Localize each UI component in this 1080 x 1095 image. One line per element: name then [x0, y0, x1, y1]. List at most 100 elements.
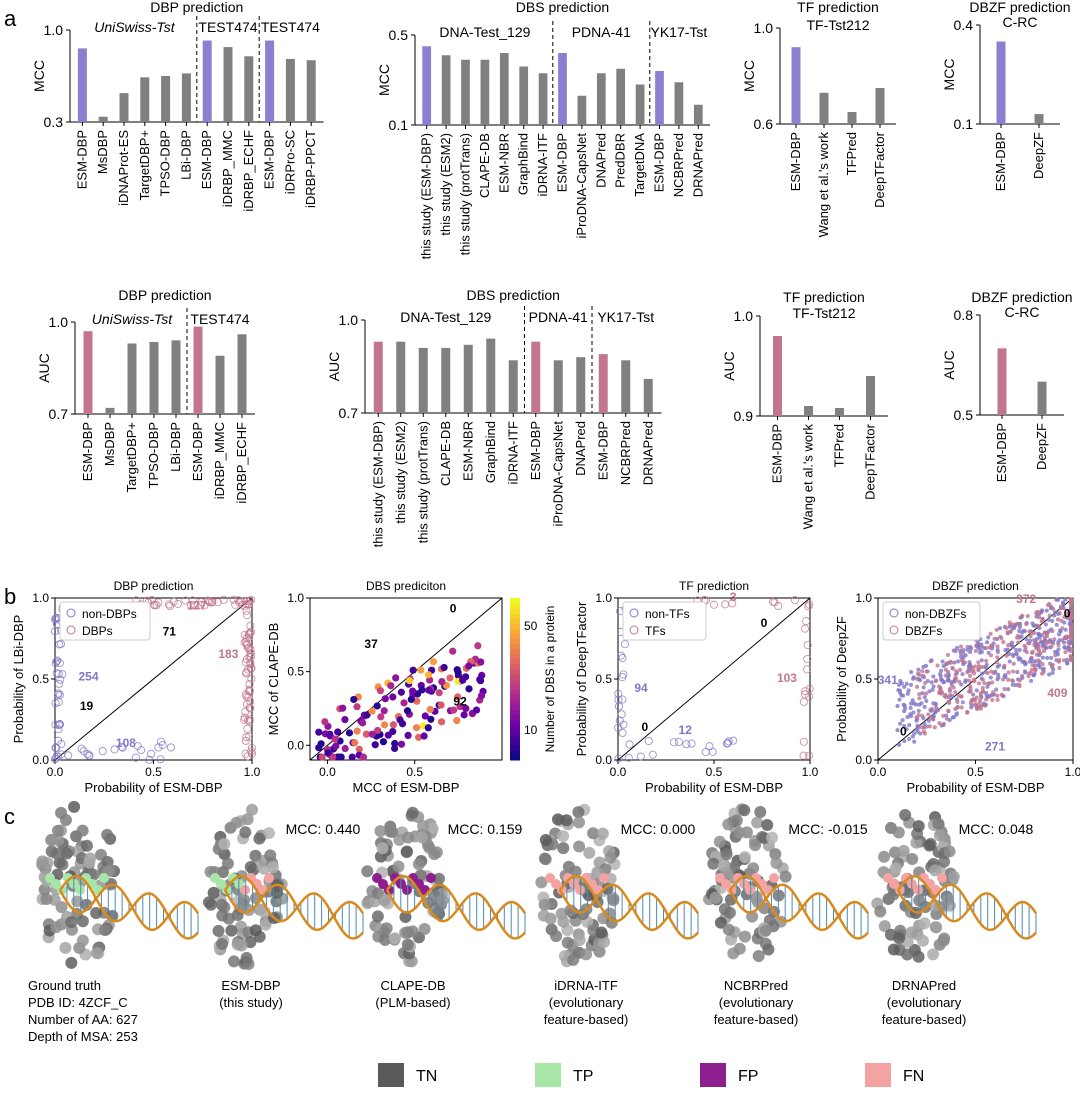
- scatter-points: [895, 597, 1074, 747]
- scatter-point: [1004, 626, 1009, 631]
- x-tick-label: TPSO-DBP: [158, 130, 173, 196]
- region-count: 254: [78, 670, 98, 684]
- scatter-point: [158, 741, 167, 750]
- scatter-point: [614, 695, 623, 704]
- y-tick-label: 0.5: [389, 27, 409, 43]
- scatter-point: [1007, 659, 1012, 664]
- protein-atom: [573, 816, 586, 829]
- x-tick-label: LBi-DBP: [178, 130, 193, 180]
- scatter-point: [974, 688, 979, 693]
- colorbar-segment: [510, 704, 520, 710]
- scatter-point: [1055, 617, 1061, 622]
- chart-title: DBS prediction: [467, 287, 560, 303]
- scatter-point: [952, 679, 957, 684]
- scatter-point: [1034, 636, 1040, 642]
- scatter-point: [924, 698, 929, 703]
- scatter-point: [1004, 653, 1009, 658]
- scatter-point: [960, 672, 965, 677]
- scatter-point: [245, 597, 254, 606]
- bar: [105, 407, 115, 414]
- bar: [538, 73, 548, 125]
- protein-atom: [388, 932, 401, 945]
- bar: [1037, 381, 1047, 415]
- bar: [306, 60, 316, 122]
- scatter-point: [377, 713, 385, 721]
- scatter-point: [774, 602, 783, 611]
- mcc-value: MCC: 0.440: [286, 821, 361, 837]
- scatter-point: [1036, 649, 1042, 654]
- protein-atom: [538, 898, 551, 911]
- scatter-point: [208, 597, 217, 607]
- protein-atom: [262, 827, 275, 840]
- scatter-point: [988, 653, 993, 658]
- scatter-point: [318, 753, 326, 761]
- scatter-point: [912, 739, 917, 744]
- colorbar-segment: [510, 744, 520, 751]
- scatter-point: [935, 663, 940, 668]
- scatter-point: [945, 653, 950, 658]
- scatter-point: [805, 751, 814, 760]
- scatter-point: [242, 606, 251, 615]
- scatter-point: [941, 664, 946, 669]
- scatter-point: [1021, 628, 1026, 633]
- legend: non-TFs TFs: [622, 601, 707, 641]
- structure-label: (evolutionary: [719, 995, 794, 1010]
- scatter-point: [967, 673, 973, 679]
- x-tick-label: TargetDBP+: [137, 130, 152, 200]
- scatter-point: [984, 658, 989, 663]
- scatter-point: [1022, 669, 1028, 674]
- protein-atom: [55, 806, 68, 819]
- colorbar-segment: [510, 684, 520, 690]
- scatter-point: [625, 740, 634, 749]
- protein-atom: [938, 855, 951, 868]
- scatter-point: [379, 738, 388, 746]
- protein-atom: [557, 842, 570, 855]
- protein-atom: [905, 926, 918, 939]
- colorbar-segment: [510, 648, 520, 655]
- scatter-point: [1040, 617, 1045, 622]
- scatter-point: [1031, 623, 1036, 628]
- x-tick-label: iDRBP_ECHF: [241, 130, 256, 212]
- scatter-point: [898, 721, 903, 726]
- protein-atom: [918, 917, 931, 930]
- scatter-point: [429, 658, 437, 666]
- protein-atom: [249, 924, 262, 937]
- scatter-point: [994, 687, 999, 692]
- protein-atom: [264, 849, 277, 862]
- scatter-point: [51, 699, 60, 708]
- bar-chart-mcc-tf: 1.0 0.6 MCC TF prediction TF-Tst212 ESM-DBP Wa…: [741, 0, 896, 237]
- x-tick-label: CLAPE-DB: [477, 133, 492, 198]
- scatter-point: [927, 689, 932, 694]
- colorbar-segment: [510, 613, 520, 619]
- region-count: 127: [187, 598, 207, 612]
- structure-label: Ground truth: [28, 978, 101, 993]
- y-tick-label: 0.0: [32, 753, 49, 767]
- scatter-point: [244, 716, 253, 725]
- scatter-point: [982, 681, 987, 686]
- x-tick-label: MsDBP: [102, 422, 117, 466]
- x-tick-label: 0.0: [47, 765, 64, 779]
- scatter-point: [936, 684, 942, 689]
- region-count: 71: [163, 624, 177, 638]
- scatter-point: [921, 673, 926, 679]
- x-tick-label: ESM-DBP: [555, 133, 570, 192]
- binding-residue: [745, 885, 755, 895]
- y-axis-label: MCC: [31, 60, 47, 92]
- protein-atom: [68, 800, 81, 813]
- legend-label: TN: [416, 1068, 437, 1085]
- protein-atom: [428, 848, 441, 861]
- scatter-point: [1020, 659, 1025, 664]
- scatter-point: [420, 732, 428, 740]
- y-tick-label: 0.0: [287, 738, 304, 752]
- scatter-point: [1007, 651, 1012, 656]
- scatter-point: [456, 702, 464, 711]
- colorbar-segment: [510, 739, 520, 746]
- dna-helix: [728, 874, 870, 940]
- protein-atom: [738, 851, 751, 864]
- scatter-point: [619, 670, 628, 679]
- scatter-point: [332, 742, 340, 750]
- y-tick-label: 0.5: [32, 672, 49, 686]
- x-tick-label: iProDNA-CapsNet: [550, 421, 565, 527]
- dataset-label: TEST474: [190, 311, 249, 327]
- scatter-point: [799, 737, 808, 746]
